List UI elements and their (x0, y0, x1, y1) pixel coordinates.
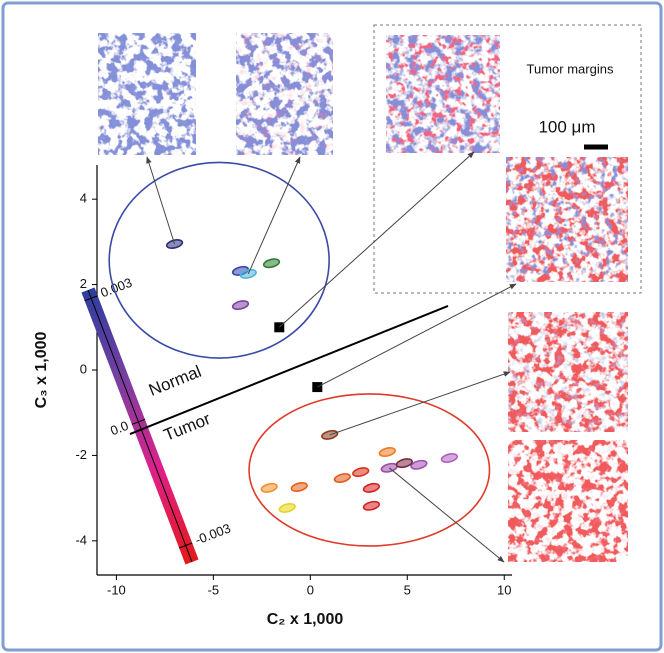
point (290, 482, 308, 492)
y-tick-label: 2 (80, 276, 87, 291)
arrow (388, 467, 505, 563)
point (231, 300, 250, 311)
x-axis-title: C₂ x 1,000 (267, 611, 344, 628)
x-tick-label: 0 (307, 582, 314, 597)
point (410, 459, 428, 470)
scale-label: 100 μm (538, 117, 595, 136)
arrow (146, 156, 176, 245)
arrow (247, 156, 301, 275)
colorbar-tick (131, 418, 146, 425)
colorbar-tick-label: 0.0 (108, 418, 130, 438)
point (333, 473, 351, 484)
y-tick-label: 4 (80, 191, 87, 206)
micrograph (508, 440, 628, 562)
x-tick-label: -5 (208, 582, 220, 597)
y-tick-label: 0 (80, 361, 87, 376)
micrograph (236, 33, 333, 155)
colorbar-tick (178, 542, 193, 549)
arrow (317, 283, 517, 388)
micrograph (508, 312, 628, 432)
point (260, 482, 278, 493)
colorbar-tick (84, 295, 98, 302)
y-axis-title: C₃ x 1,000 (33, 332, 50, 409)
point (352, 467, 370, 478)
point (362, 482, 381, 493)
point (278, 502, 296, 513)
group-ellipse (248, 393, 491, 547)
y-tick-label: -2 (75, 447, 87, 462)
annotation: Tumor margins (527, 61, 614, 76)
x-tick-label: 10 (497, 582, 511, 597)
point (395, 458, 413, 469)
arrow (278, 151, 475, 328)
micrograph (506, 157, 628, 282)
micrograph (386, 35, 500, 153)
y-tick-label: -4 (75, 532, 87, 547)
boundary-line (129, 305, 449, 435)
micrograph (98, 33, 196, 155)
point (262, 258, 281, 269)
x-tick-label: 5 (404, 582, 411, 597)
point (440, 453, 458, 463)
arrow (329, 371, 511, 436)
point (362, 500, 381, 511)
point (378, 447, 396, 457)
margin-box (373, 24, 642, 294)
x-tick-label: -10 (107, 582, 126, 597)
colorbar-axis (87, 289, 193, 563)
group-ellipse (108, 161, 330, 359)
